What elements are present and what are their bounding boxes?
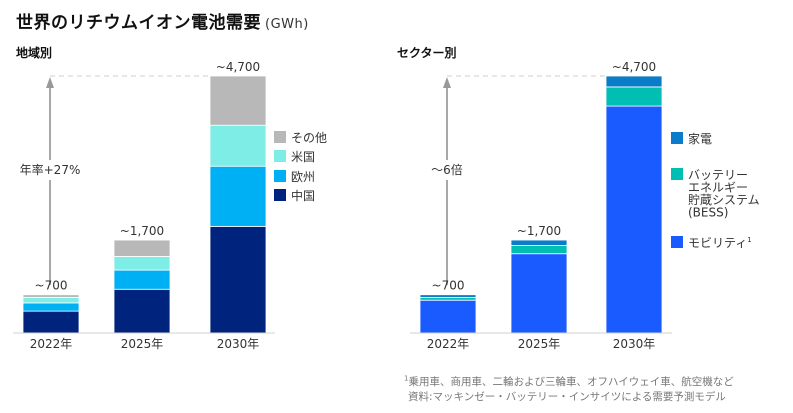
- legend-label: モビリティ1: [688, 236, 752, 250]
- x-tick-label: 2030年: [613, 337, 656, 351]
- legend-label: その他: [291, 131, 327, 145]
- bar-total-label: ~700: [432, 279, 465, 293]
- bar-segment-sector-2025年-1: [510, 245, 568, 255]
- legend-footnote-marker: 1: [747, 236, 751, 244]
- bar-total-label: ~700: [35, 279, 68, 293]
- growth-annotation: ～6倍: [431, 162, 463, 177]
- x-tick-label: 2025年: [518, 337, 561, 351]
- subtitle-by-sector: セクター別: [397, 46, 457, 60]
- x-tick-label: 2022年: [30, 337, 73, 351]
- legend-swatch: [671, 168, 683, 180]
- legend-label: バッテリー: [688, 168, 748, 182]
- bar-segment-region-2022年-3: [22, 294, 80, 298]
- bar-segment-region-2025年-0: [113, 288, 171, 334]
- legend-swatch: [274, 131, 286, 143]
- chart-title-text: 世界のリチウムイオン電池需要: [16, 13, 261, 33]
- bar-segment-region-2022年-1: [22, 302, 80, 312]
- legend-label: 貯蔵システム: [688, 193, 760, 207]
- x-tick-label: 2025年: [121, 337, 164, 351]
- bar-total-label: ~1,700: [517, 224, 561, 238]
- footnote-1-text: 乗用車、商用車、二輪および三輪車、オフハイウェイ車、航空機など: [408, 376, 734, 388]
- legend-swatch: [671, 132, 683, 144]
- legend-swatch: [671, 236, 683, 248]
- annotation-background: [419, 160, 475, 180]
- chart-unit: (GWh): [265, 17, 309, 32]
- growth-arrow-head-icon: [443, 77, 451, 88]
- bar-segment-sector-2022年-1: [419, 297, 477, 301]
- legend-swatch: [274, 150, 286, 162]
- bar-segment-region-2030年-3: [209, 75, 267, 126]
- legend-label: (BESS): [688, 206, 728, 220]
- x-tick-label: 2030年: [217, 337, 260, 351]
- bar-segment-region-2025年-3: [113, 239, 171, 257]
- legend-label: 家電: [688, 131, 712, 146]
- footnote-1-marker: 1: [404, 374, 409, 383]
- bar-segment-sector-2022年-0: [419, 299, 477, 334]
- bar-segment-sector-2030年-0: [605, 105, 663, 334]
- bar-segment-sector-2030年-2: [605, 75, 663, 88]
- footnote-1: 1乗用車、商用車、二輪および三輪車、オフハイウェイ車、航空機など: [404, 374, 734, 389]
- bar-segment-sector-2025年-2: [510, 239, 568, 246]
- subtitle-by-region: 地域別: [16, 46, 53, 60]
- bar-segment-sector-2025年-0: [510, 253, 568, 334]
- legend-swatch: [274, 170, 286, 182]
- bar-total-label: ~4,700: [612, 60, 656, 74]
- bar-segment-sector-2030年-1: [605, 86, 663, 107]
- bar-total-label: ~4,700: [216, 60, 260, 74]
- bar-segment-region-2025年-1: [113, 269, 171, 290]
- bar-total-label: ~1,700: [120, 224, 164, 238]
- bar-segment-sector-2022年-2: [419, 294, 477, 298]
- bar-segment-region-2022年-0: [22, 310, 80, 334]
- bar-segment-region-2025年-2: [113, 256, 171, 271]
- chart-title: 世界のリチウムイオン電池需要 (GWh): [16, 8, 309, 33]
- growth-arrow-head-icon: [46, 77, 54, 88]
- annotation-background: [22, 160, 78, 180]
- legend-swatch: [274, 189, 286, 201]
- legend-label: 欧州: [291, 170, 315, 184]
- bar-segment-region-2030年-1: [209, 165, 267, 227]
- bar-segment-region-2030年-0: [209, 225, 267, 334]
- legend-label: エネルギー: [688, 181, 748, 195]
- x-tick-label: 2022年: [427, 337, 470, 351]
- bar-segment-region-2022年-2: [22, 297, 80, 304]
- footnote-source: 資料:マッキンゼー・バッテリー・インサイツによる需要予測モデル: [408, 391, 726, 403]
- growth-annotation: 年率+27%: [20, 162, 81, 177]
- bar-segment-region-2030年-2: [209, 124, 267, 167]
- legend-label: 米国: [291, 150, 315, 164]
- legend-label: 中国: [291, 188, 315, 203]
